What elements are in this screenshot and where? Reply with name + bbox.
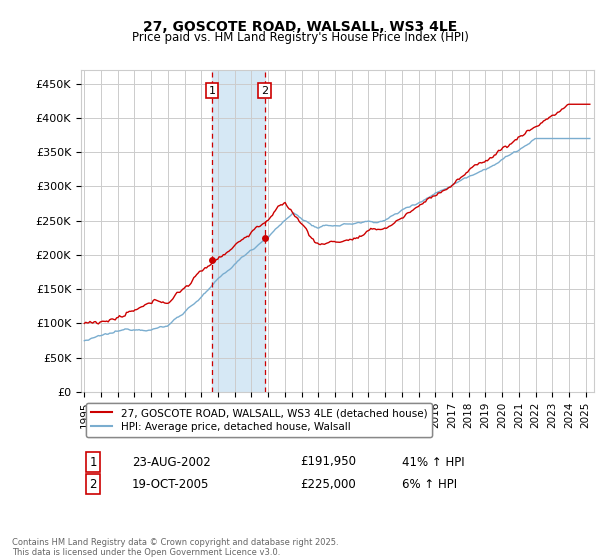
Text: 2: 2 <box>89 478 97 491</box>
Text: 2: 2 <box>261 86 268 96</box>
Text: 1: 1 <box>209 86 215 96</box>
Text: 41% ↑ HPI: 41% ↑ HPI <box>402 455 464 469</box>
Text: 1: 1 <box>89 455 97 469</box>
Legend: 27, GOSCOTE ROAD, WALSALL, WS3 4LE (detached house), HPI: Average price, detache: 27, GOSCOTE ROAD, WALSALL, WS3 4LE (deta… <box>86 403 433 437</box>
Text: Price paid vs. HM Land Registry's House Price Index (HPI): Price paid vs. HM Land Registry's House … <box>131 31 469 44</box>
Text: Contains HM Land Registry data © Crown copyright and database right 2025.
This d: Contains HM Land Registry data © Crown c… <box>12 538 338 557</box>
Text: £191,950: £191,950 <box>300 455 356 469</box>
Text: 19-OCT-2005: 19-OCT-2005 <box>132 478 209 491</box>
Text: 6% ↑ HPI: 6% ↑ HPI <box>402 478 457 491</box>
Bar <box>212 70 265 392</box>
Text: 23-AUG-2002: 23-AUG-2002 <box>132 455 211 469</box>
Text: £225,000: £225,000 <box>300 478 356 491</box>
Text: 27, GOSCOTE ROAD, WALSALL, WS3 4LE: 27, GOSCOTE ROAD, WALSALL, WS3 4LE <box>143 20 457 34</box>
